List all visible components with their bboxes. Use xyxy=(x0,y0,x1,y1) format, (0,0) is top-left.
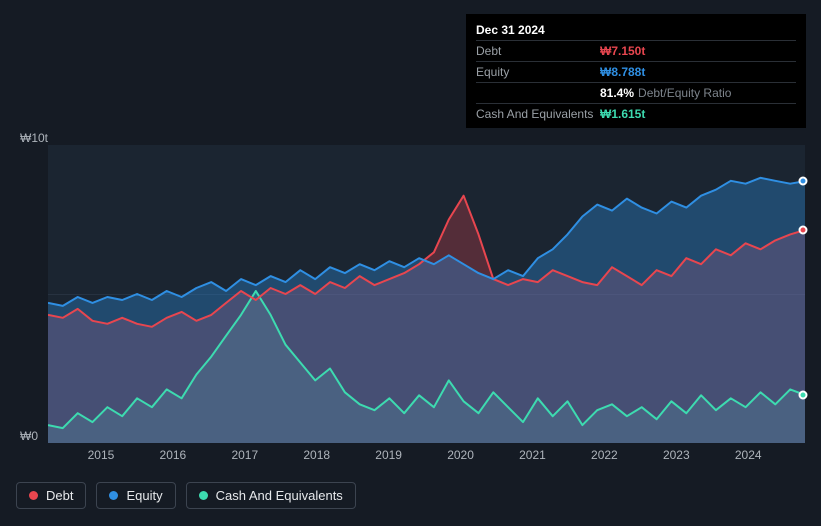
tooltip-row: Debt₩7.150t xyxy=(476,41,796,62)
x-tick-label: 2018 xyxy=(303,448,330,462)
x-tick-label: 2019 xyxy=(375,448,402,462)
x-tick-label: 2024 xyxy=(735,448,762,462)
legend: Debt Equity Cash And Equivalents xyxy=(16,482,356,509)
x-tick-label: 2020 xyxy=(447,448,474,462)
chart-svg xyxy=(48,145,805,443)
legend-item-cash-and-equivalents[interactable]: Cash And Equivalents xyxy=(186,482,356,509)
tooltip-row-value: 81.4% xyxy=(600,86,634,100)
chart-tooltip: Dec 31 2024 Debt₩7.150tEquity₩8.788t81.4… xyxy=(466,14,806,128)
tooltip-row-value: ₩7.150t xyxy=(600,44,645,58)
legend-dot-icon xyxy=(109,491,118,500)
tooltip-row-note: Debt/Equity Ratio xyxy=(638,86,731,100)
tooltip-date: Dec 31 2024 xyxy=(476,20,796,41)
x-tick-label: 2016 xyxy=(160,448,187,462)
legend-dot-icon xyxy=(199,491,208,500)
tooltip-row-label: Debt xyxy=(476,44,600,58)
x-tick-label: 2015 xyxy=(88,448,115,462)
tooltip-row: Equity₩8.788t xyxy=(476,62,796,83)
series-fill-equity xyxy=(48,178,805,443)
tooltip-row-label: Cash And Equivalents xyxy=(476,107,600,121)
tooltip-row-label: Equity xyxy=(476,65,600,79)
tooltip-row-value: ₩8.788t xyxy=(600,65,645,79)
x-tick-label: 2021 xyxy=(519,448,546,462)
legend-label: Equity xyxy=(126,488,162,503)
tooltip-row: 81.4% Debt/Equity Ratio xyxy=(476,83,796,104)
x-tick-label: 2017 xyxy=(231,448,258,462)
legend-dot-icon xyxy=(29,491,38,500)
y-tick-label: ₩10t xyxy=(20,131,48,145)
legend-item-debt[interactable]: Debt xyxy=(16,482,86,509)
series-end-marker xyxy=(799,225,808,234)
legend-label: Debt xyxy=(46,488,73,503)
tooltip-row-value: ₩1.615t xyxy=(600,107,645,121)
tooltip-row: Cash And Equivalents₩1.615t xyxy=(476,104,796,124)
legend-label: Cash And Equivalents xyxy=(216,488,343,503)
legend-item-equity[interactable]: Equity xyxy=(96,482,175,509)
series-end-marker xyxy=(799,177,808,186)
series-end-marker xyxy=(799,390,808,399)
x-tick-label: 2022 xyxy=(591,448,618,462)
x-axis: 2015 2016 2017 2018 2019 2020 2021 2022 2023 2024 xyxy=(48,448,805,468)
chart-area[interactable] xyxy=(48,145,805,443)
x-tick-label: 2023 xyxy=(663,448,690,462)
y-tick-label: ₩0 xyxy=(20,429,38,443)
